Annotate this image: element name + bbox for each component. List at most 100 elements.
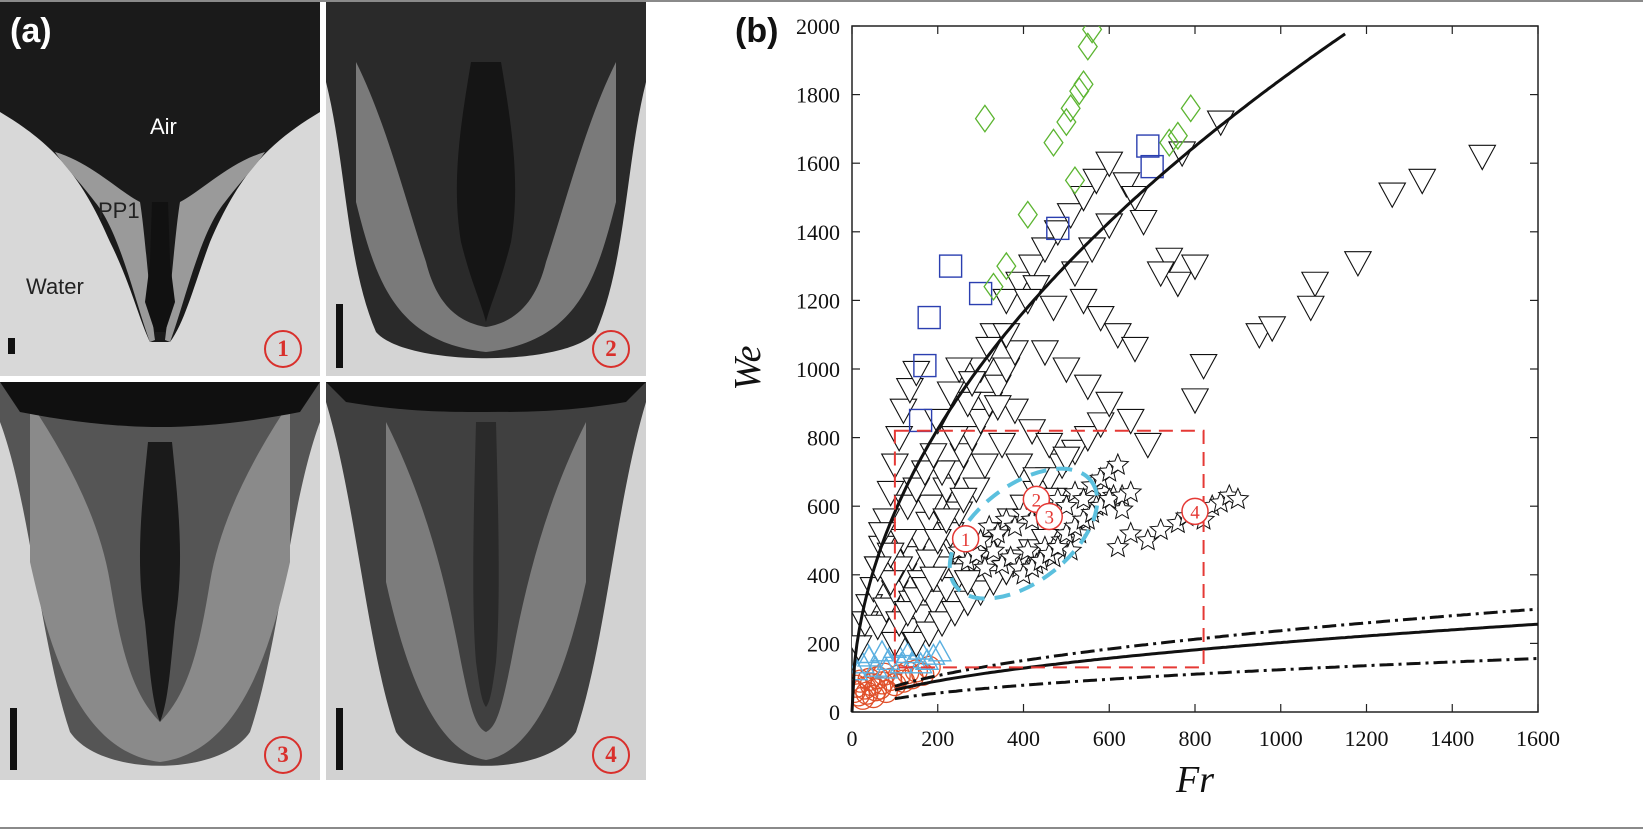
boundary-curve-dashdot [894,607,1539,688]
data-point-triangle-down [983,395,1012,422]
data-point-triangle-down [1073,374,1102,401]
data-point-triangle-down [1043,220,1072,247]
data-point-circle [852,686,875,710]
data-point-circle [874,679,898,704]
data-point-triangle-down [876,480,905,507]
data-point-square [917,305,941,330]
label-pp1: PP1 [98,198,140,223]
data-point-triangle-down [936,381,965,408]
data-point-triangle-down [1005,453,1034,480]
x-tick-label: 1000 [1259,726,1303,751]
data-point-triangle-down [1116,408,1145,435]
photo-frame-1: Air PP1 Water 1 (a) [0,2,320,376]
data-point-star [1106,535,1130,558]
annotation-label: 1 [961,530,971,551]
x-tick-label: 0 [847,726,858,751]
data-point-triangle-down [1378,182,1407,209]
photo-frame-2: 2 [326,2,646,376]
data-point-triangle-up [914,648,940,671]
data-point-star [1071,486,1096,510]
y-tick-label: 400 [807,563,840,588]
data-point-diamond [1180,93,1201,123]
data-point-triangle-down [1180,388,1210,415]
data-point-triangle-down [1082,168,1111,195]
dashed-ellipse [947,466,1100,601]
data-point-diamond [1060,93,1081,123]
data-point-diamond [1043,128,1064,157]
data-point-triangle-down [1258,316,1287,343]
data-point-triangle-down [953,570,982,597]
data-point-triangle-down [927,460,957,487]
data-point-triangle-down [902,477,931,504]
data-point-triangle-down [1095,151,1124,178]
data-point-diamond [974,104,996,133]
data-point-triangle-down [1060,261,1090,288]
label-air: Air [150,114,177,139]
data-point-diamond [1077,32,1098,61]
data-point-star [1106,452,1130,475]
data-point-star [1226,486,1250,510]
data-point-triangle-up [874,656,899,679]
y-tick-label: 1200 [796,288,840,313]
y-tick-label: 1600 [796,151,840,176]
data-point-triangle-down [1189,354,1218,380]
x-tick-label: 600 [1093,726,1126,751]
data-point-triangle-down [979,570,1008,597]
y-tick-label: 1400 [796,220,840,245]
scale-bar [336,708,343,770]
data-point-diamond [1069,76,1090,106]
x-tick-label: 400 [1007,726,1040,751]
data-point-triangle-up [901,646,927,669]
data-point-triangle-down [1103,323,1132,350]
data-point-triangle-down [910,460,940,487]
data-point-square [968,281,993,306]
data-point-triangle-down [1086,412,1115,439]
data-point-triangle-down [927,611,957,638]
data-point-triangle-down [906,528,935,555]
x-tick-label: 200 [921,726,954,751]
data-point-triangle-down [902,360,931,387]
data-point-triangle-down [1112,172,1141,199]
data-point-triangle-down [1168,141,1197,168]
data-point-triangle-up [921,642,946,665]
data-point-triangle-down [1120,336,1150,363]
data-point-diamond [1159,128,1180,157]
x-tick-label: 1400 [1430,726,1474,751]
data-point-triangle-down [863,614,892,641]
data-point-triangle-down [987,432,1017,459]
data-point-triangle-down [876,542,905,569]
annotation-label: 2 [1032,490,1042,511]
data-point-star [1003,514,1027,537]
y-tick-label: 1000 [796,357,840,382]
y-tick-label: 200 [807,631,840,656]
scale-bar [10,708,17,770]
scale-bar [336,304,343,368]
data-point-triangle-down [940,600,970,627]
data-point-triangle-down [966,408,995,435]
data-point-triangle-down [876,570,905,597]
data-point-triangle-down [885,426,914,452]
data-point-triangle-down [889,398,918,425]
data-point-triangle-down [1086,305,1115,332]
data-point-triangle-down [953,391,982,418]
data-point-triangle-down [1052,357,1081,384]
x-axis-label: Fr [1175,759,1214,801]
data-point-triangle-down [1180,254,1210,281]
data-point-triangle-down [872,597,901,624]
data-point-triangle-down [957,371,987,398]
data-point-star [998,545,1023,568]
bottom-border [0,827,1643,829]
data-point-triangle-down [915,621,944,648]
x-tick-label: 1200 [1345,726,1389,751]
data-point-star [1016,538,1040,561]
data-point-triangle-down [945,357,974,384]
photo-frame-3: 3 [0,382,320,780]
data-point-star [1136,528,1160,551]
data-point-star [1046,535,1070,558]
data-point-triangle-down [1206,110,1235,137]
data-point-triangle-down [966,357,995,384]
data-point-triangle-down [1133,432,1162,459]
data-point-triangle-up [908,651,933,674]
data-point-triangle-down [957,426,987,452]
photo-frame-4: 4 [326,382,646,780]
